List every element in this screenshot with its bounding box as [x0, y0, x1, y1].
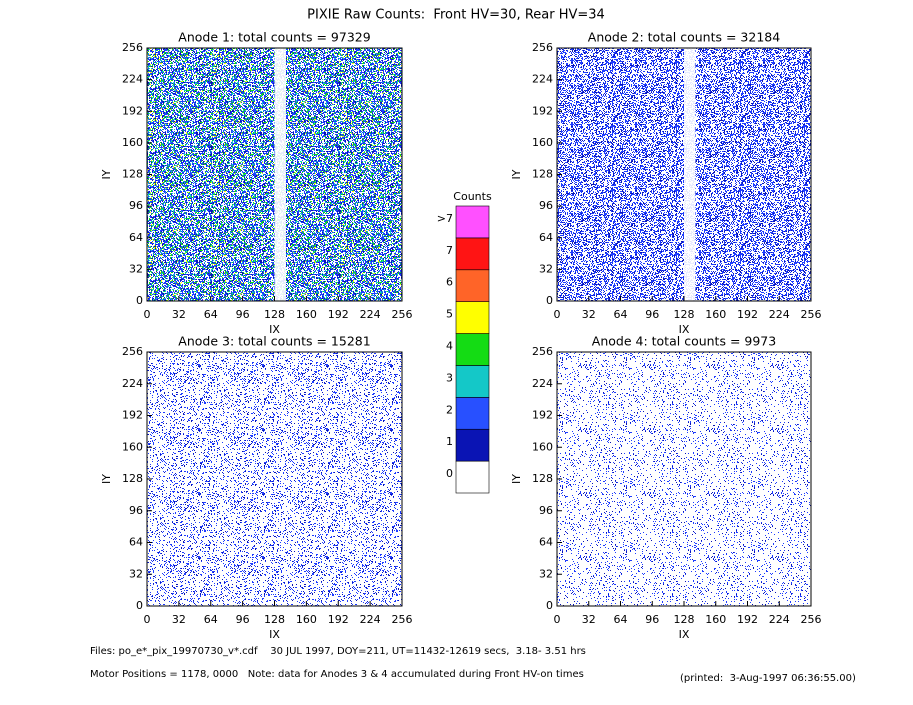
- figure: PIXIE Raw Counts: Front HV=30, Rear HV=3…: [90, 8, 856, 685]
- page: PIXIE Raw Counts: Front HV=30, Rear HV=3…: [90, 7, 856, 685]
